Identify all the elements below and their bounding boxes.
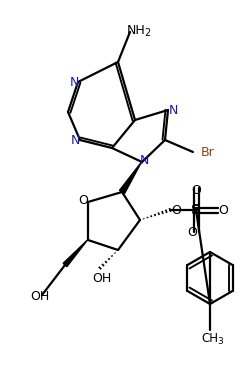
- Text: O: O: [78, 195, 88, 207]
- Text: S: S: [191, 203, 201, 217]
- Text: O: O: [187, 226, 197, 238]
- Text: O: O: [171, 204, 181, 216]
- Text: OH: OH: [92, 272, 112, 284]
- Text: N: N: [69, 75, 79, 89]
- Text: Br: Br: [201, 146, 215, 159]
- Text: O: O: [191, 183, 201, 197]
- Text: O: O: [218, 204, 228, 216]
- Polygon shape: [63, 240, 88, 267]
- Text: 2: 2: [144, 28, 150, 38]
- Text: N: N: [139, 154, 149, 166]
- Text: NH: NH: [127, 24, 145, 36]
- Text: N: N: [168, 103, 178, 116]
- Text: CH: CH: [202, 332, 219, 346]
- Text: 3: 3: [217, 337, 223, 346]
- Text: OH: OH: [30, 291, 50, 303]
- Polygon shape: [120, 162, 142, 194]
- Text: N: N: [70, 134, 80, 147]
